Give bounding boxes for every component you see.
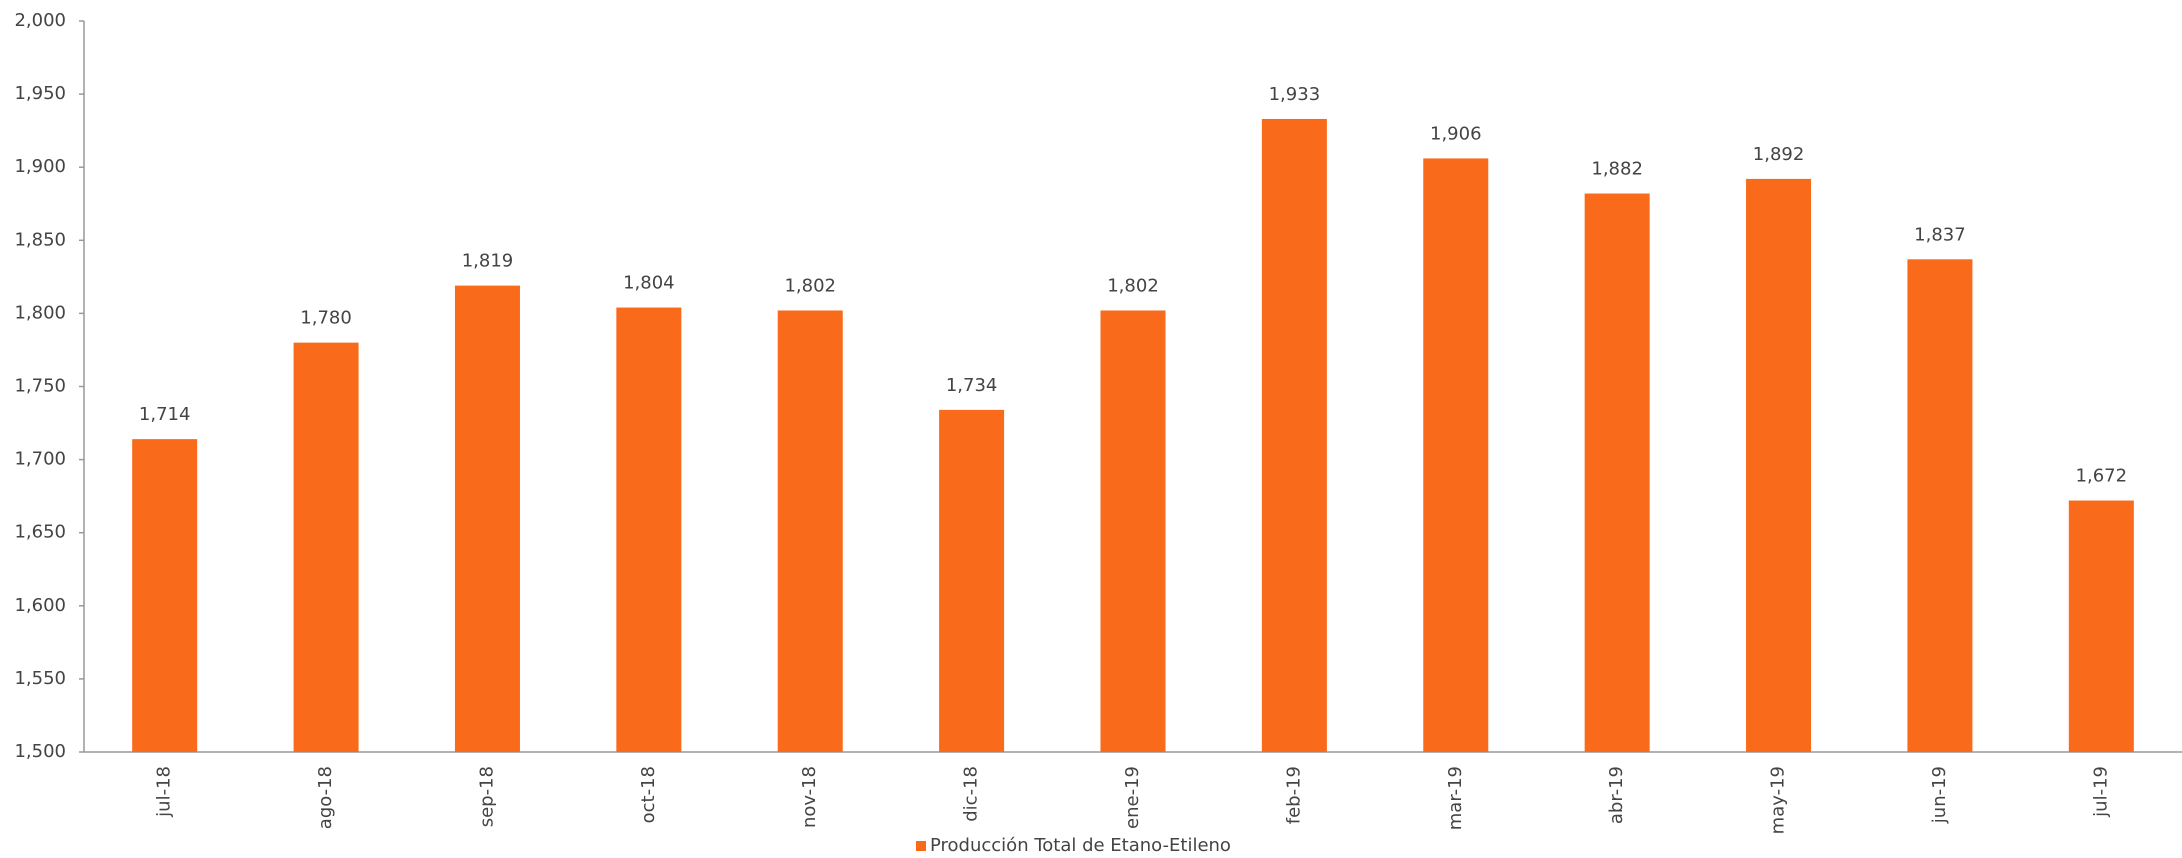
bar (454, 285, 520, 752)
x-tick-label: abr-19 (1606, 766, 1627, 824)
x-tick-label: ene-19 (1122, 766, 1143, 829)
bar (1584, 193, 1650, 753)
legend-swatch (916, 841, 926, 851)
data-label: 1,819 (462, 251, 514, 272)
y-tick-label: 1,800 (14, 302, 66, 323)
bar (1907, 259, 1973, 752)
bar (777, 310, 843, 752)
y-tick-label: 1,850 (14, 229, 66, 250)
y-tick-label: 1,550 (14, 668, 66, 689)
y-tick-label: 1,700 (14, 449, 66, 470)
bar (2068, 500, 2134, 752)
x-tick-label: feb-19 (1283, 766, 1304, 824)
bar (132, 439, 198, 752)
x-tick-label: jul-19 (2090, 766, 2111, 818)
y-tick-label: 1,900 (14, 156, 66, 177)
bar (1100, 310, 1166, 752)
data-label: 1,882 (1591, 159, 1643, 180)
bar (1746, 178, 1812, 752)
bar (616, 307, 682, 752)
x-tick-label: sep-18 (476, 766, 497, 827)
bar (939, 409, 1005, 752)
bar (1423, 158, 1489, 753)
x-tick-label: ago-18 (315, 766, 336, 829)
y-tick-label: 1,650 (14, 522, 66, 543)
y-tick-label: 1,750 (14, 376, 66, 397)
bar (1261, 118, 1327, 753)
data-label: 1,906 (1430, 123, 1482, 144)
data-label: 1,780 (300, 308, 352, 329)
data-label: 1,802 (1107, 275, 1159, 296)
data-label: 1,892 (1753, 144, 1805, 165)
bar (293, 342, 359, 752)
x-tick-label: mar-19 (1445, 766, 1466, 830)
y-tick-label: 1,500 (14, 741, 66, 762)
x-tick-label: jun-19 (1929, 766, 1950, 824)
x-tick-label: nov-18 (799, 766, 820, 828)
x-tick-label: may-19 (1768, 766, 1789, 834)
y-tick-label: 2,000 (14, 10, 66, 31)
data-label: 1,804 (623, 273, 675, 294)
x-tick-label: jul-18 (154, 766, 175, 818)
data-label: 1,933 (1269, 84, 1321, 105)
data-label: 1,802 (784, 275, 836, 296)
x-tick-label: dic-18 (961, 766, 982, 822)
y-tick-label: 1,600 (14, 595, 66, 616)
data-label: 1,714 (139, 404, 191, 425)
x-tick-label: oct-18 (638, 766, 659, 823)
data-label: 1,734 (946, 375, 998, 396)
data-label: 1,672 (2076, 466, 2128, 487)
y-tick-label: 1,950 (14, 83, 66, 104)
data-label: 1,837 (1914, 224, 1966, 245)
legend-label: Producción Total de Etano-Etileno (930, 835, 1231, 856)
